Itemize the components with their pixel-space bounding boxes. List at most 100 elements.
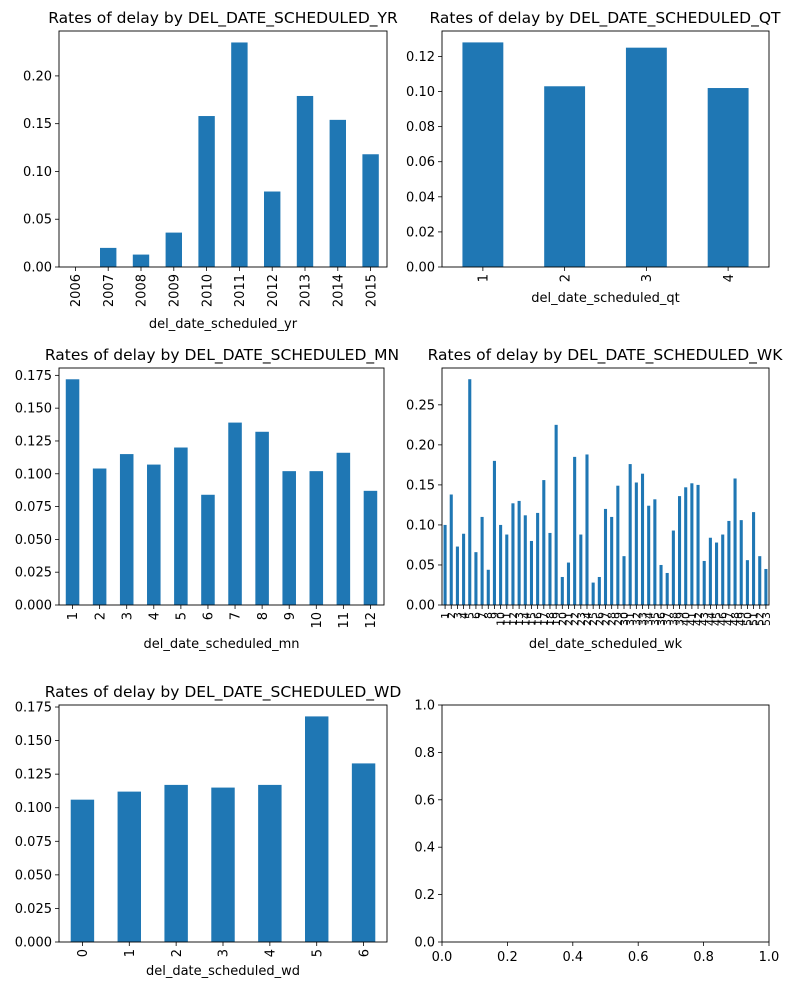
bar-6 xyxy=(201,494,215,605)
bar-6 xyxy=(474,552,478,605)
bar-2 xyxy=(544,86,586,268)
bar-40 xyxy=(684,487,688,605)
bar-48 xyxy=(733,478,737,605)
y-tick-label: 0.075 xyxy=(15,835,52,850)
x-tick-label: 2008 xyxy=(135,274,150,307)
x-tick-label: 2 xyxy=(558,274,573,282)
y-tick-label: 0.05 xyxy=(23,213,52,228)
bar-36 xyxy=(659,564,663,605)
x-tick-label: 0 xyxy=(76,949,91,957)
x-tick-label: 27 xyxy=(599,612,612,626)
x-tick-label: 2009 xyxy=(167,274,182,307)
y-tick-label: 0.000 xyxy=(15,599,52,614)
bar-53 xyxy=(764,568,768,605)
bar-46 xyxy=(721,534,725,605)
bar-3 xyxy=(211,787,235,942)
bar-51 xyxy=(752,512,756,605)
bar-7 xyxy=(228,422,242,605)
x-tick-label: 15 xyxy=(525,612,538,626)
x-tick-label: 0.0 xyxy=(432,950,453,965)
bar-14 xyxy=(523,515,527,605)
y-tick-label: 0.12 xyxy=(406,50,435,65)
x-tick-label: 8 xyxy=(482,612,495,619)
y-tick-label: 0.10 xyxy=(23,165,52,180)
x-tick-label: 2007 xyxy=(102,274,117,307)
bar-1 xyxy=(65,379,80,605)
bar-2010 xyxy=(198,116,215,267)
bar-29 xyxy=(616,485,620,605)
x-tick-label: 0.2 xyxy=(497,950,518,965)
x-tick-label: 33 xyxy=(636,612,649,626)
x-tick-label: 3 xyxy=(640,274,655,282)
x-axis-label: del_date_scheduled_wk xyxy=(529,637,683,652)
x-tick-label: 2 xyxy=(93,612,108,620)
chart-panel-3: Rates of delay by DEL_DATE_SCHEDULED_MN 1… xyxy=(15,346,399,652)
bar-28 xyxy=(610,516,614,605)
bar-47 xyxy=(727,520,731,605)
bar-1 xyxy=(443,524,447,605)
x-tick-label: 18 xyxy=(544,612,557,626)
x-tick-label: 1 xyxy=(123,949,138,957)
y-tick-label: 1.0 xyxy=(414,699,435,714)
x-tick-label: 10 xyxy=(310,612,325,629)
x-tick-label: 43 xyxy=(698,612,711,626)
y-tick-label: 0.025 xyxy=(15,566,52,581)
bar-41 xyxy=(690,483,694,605)
x-tick-label: 35 xyxy=(649,612,662,626)
axes-frame xyxy=(58,704,388,943)
x-tick-label: 2010 xyxy=(200,274,215,307)
bar-11 xyxy=(505,534,509,605)
bar-33 xyxy=(640,473,645,605)
chart-panel-2: Rates of delay by DEL_DATE_SCHEDULED_QT 1… xyxy=(406,9,781,306)
x-tick-label: 41 xyxy=(686,612,699,626)
bar-2008 xyxy=(132,254,150,267)
bar-43 xyxy=(702,560,706,605)
x-tick-label: 3 xyxy=(120,612,135,620)
axes-frame xyxy=(441,30,770,268)
x-tick-label: 4 xyxy=(458,612,471,619)
y-tick-label: 0.125 xyxy=(15,768,52,783)
bar-10 xyxy=(309,471,324,605)
chart-title: Rates of delay by DEL_DATE_SCHEDULED_WD xyxy=(45,683,402,702)
y-tick-label: 0.20 xyxy=(406,438,435,453)
y-tick-label: 0.100 xyxy=(15,467,52,482)
x-tick-label: 0.4 xyxy=(562,950,583,965)
x-tick-label: 7 xyxy=(476,612,489,619)
x-tick-label: 23 xyxy=(575,612,588,626)
x-tick-label: 2 xyxy=(445,612,458,619)
x-tick-label: 8 xyxy=(256,612,271,620)
bar-2015 xyxy=(362,154,379,267)
bar-18 xyxy=(548,532,552,605)
x-tick-label: 4 xyxy=(722,274,737,282)
x-tick-label: 5 xyxy=(310,949,325,957)
y-tick-label: 0.15 xyxy=(23,117,52,132)
x-tick-label: 31 xyxy=(624,612,637,626)
chart-title: Rates of delay by DEL_DATE_SCHEDULED_QT xyxy=(430,9,782,28)
y-tick-label: 0.175 xyxy=(15,369,52,384)
y-tick-label: 0.06 xyxy=(406,155,435,170)
x-tick-label: 6 xyxy=(357,949,372,957)
bar-45 xyxy=(715,542,719,605)
bar-13 xyxy=(517,500,521,605)
x-tick-label: 25 xyxy=(587,612,600,626)
x-tick-label: 9 xyxy=(283,612,298,620)
bar-2 xyxy=(164,784,188,942)
x-tick-label: 49 xyxy=(735,612,748,626)
bar-49 xyxy=(739,520,743,605)
y-tick-label: 0.04 xyxy=(406,190,435,205)
bar-12 xyxy=(511,503,515,605)
bar-19 xyxy=(554,424,558,605)
bar-4 xyxy=(707,88,749,267)
y-tick-label: 0.00 xyxy=(406,261,435,276)
x-axis-label: del_date_scheduled_wd xyxy=(146,964,300,979)
x-tick-label: 17 xyxy=(538,612,551,626)
x-tick-label: 14 xyxy=(519,612,532,626)
bar-20 xyxy=(560,576,564,605)
x-tick-label: 50 xyxy=(741,612,754,626)
y-tick-label: 0.20 xyxy=(23,69,52,84)
x-tick-label: 4 xyxy=(147,612,162,620)
x-tick-label: 48 xyxy=(729,612,742,626)
bar-25 xyxy=(591,582,595,605)
x-tick-label: 1 xyxy=(477,274,492,282)
bar-6 xyxy=(351,763,376,942)
